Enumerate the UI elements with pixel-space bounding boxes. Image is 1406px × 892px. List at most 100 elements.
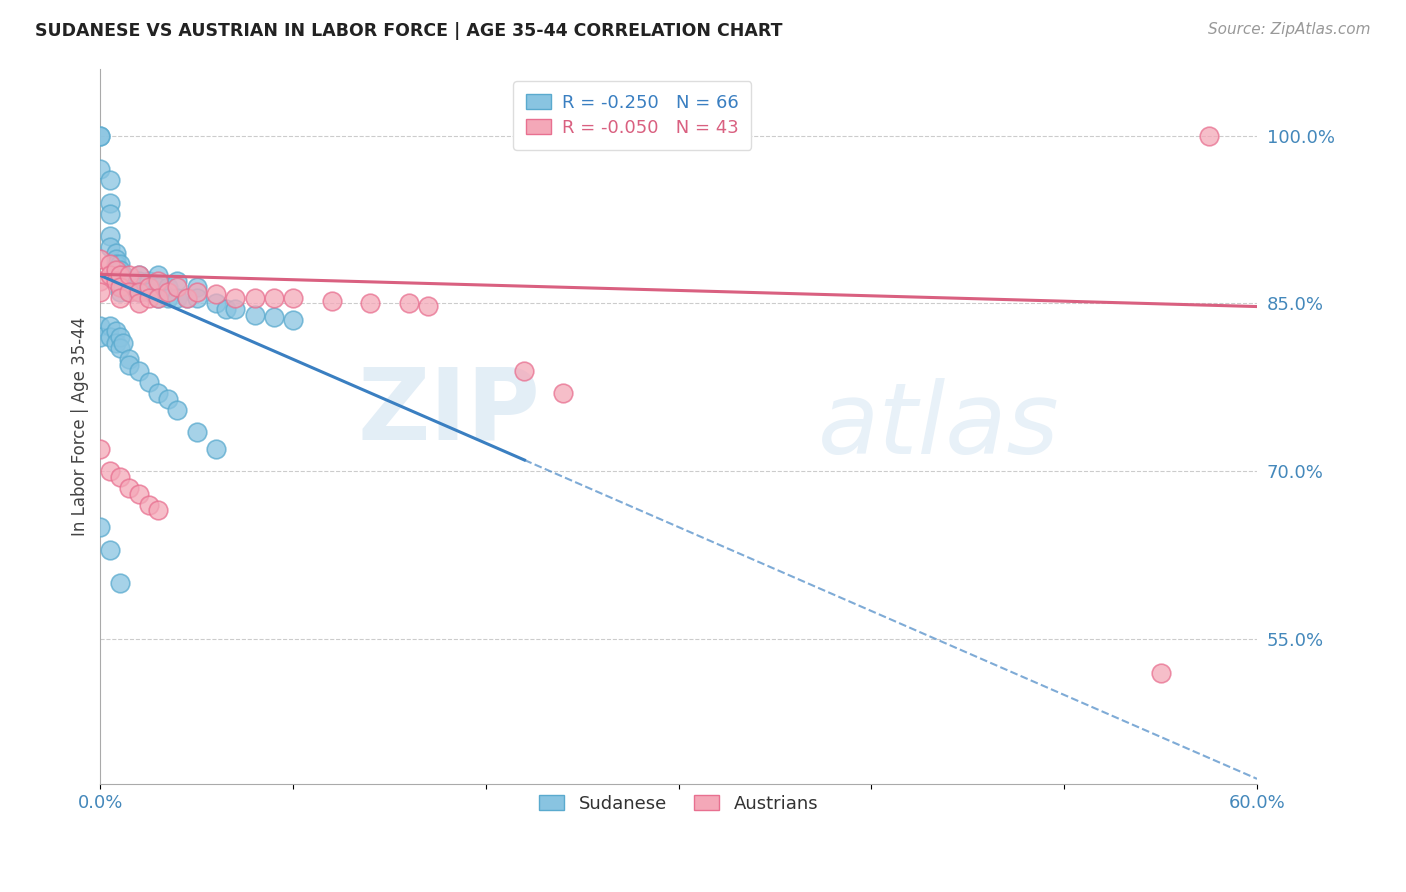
- Text: ZIP: ZIP: [357, 364, 540, 460]
- Y-axis label: In Labor Force | Age 35-44: In Labor Force | Age 35-44: [72, 317, 89, 536]
- Point: [104, 274, 127, 288]
- Legend: Sudanese, Austrians: Sudanese, Austrians: [526, 782, 831, 825]
- Point: [156, 291, 179, 305]
- Point: [108, 257, 131, 271]
- Point: [89, 520, 111, 534]
- Point: [186, 425, 208, 439]
- Point: [166, 274, 188, 288]
- Point: [128, 363, 150, 377]
- Point: [128, 279, 150, 293]
- Point: [205, 442, 228, 456]
- Point: [118, 352, 141, 367]
- Point: [104, 325, 127, 339]
- Point: [138, 274, 160, 288]
- Point: [98, 542, 121, 557]
- Point: [104, 257, 127, 271]
- Point: [118, 285, 141, 300]
- Point: [166, 291, 188, 305]
- Point: [128, 268, 150, 283]
- Text: SUDANESE VS AUSTRIAN IN LABOR FORCE | AGE 35-44 CORRELATION CHART: SUDANESE VS AUSTRIAN IN LABOR FORCE | AG…: [35, 22, 783, 40]
- Point: [98, 318, 121, 333]
- Point: [112, 335, 135, 350]
- Point: [1149, 665, 1171, 680]
- Point: [128, 486, 150, 500]
- Point: [186, 291, 208, 305]
- Point: [1198, 128, 1220, 143]
- Point: [148, 274, 170, 288]
- Point: [148, 385, 170, 400]
- Point: [156, 392, 179, 406]
- Point: [112, 279, 135, 293]
- Point: [98, 268, 121, 283]
- Point: [128, 268, 150, 283]
- Point: [359, 296, 381, 310]
- Point: [118, 268, 141, 283]
- Point: [281, 313, 304, 327]
- Point: [156, 285, 179, 300]
- Point: [128, 285, 150, 300]
- Point: [176, 291, 198, 305]
- Point: [128, 274, 150, 288]
- Point: [118, 285, 141, 300]
- Point: [156, 279, 179, 293]
- Point: [108, 268, 131, 283]
- Point: [89, 252, 111, 266]
- Point: [98, 330, 121, 344]
- Point: [398, 296, 420, 310]
- Point: [112, 268, 135, 283]
- Point: [89, 128, 111, 143]
- Point: [263, 310, 285, 324]
- Point: [89, 318, 111, 333]
- Point: [118, 358, 141, 372]
- Point: [98, 195, 121, 210]
- Point: [118, 481, 141, 495]
- Point: [224, 301, 246, 316]
- Point: [138, 291, 160, 305]
- Point: [89, 162, 111, 177]
- Point: [148, 279, 170, 293]
- Point: [243, 291, 266, 305]
- Point: [176, 291, 198, 305]
- Point: [89, 442, 111, 456]
- Point: [148, 268, 170, 283]
- Point: [281, 291, 304, 305]
- Point: [243, 308, 266, 322]
- Point: [166, 402, 188, 417]
- Point: [138, 285, 160, 300]
- Point: [108, 279, 131, 293]
- Point: [148, 291, 170, 305]
- Point: [104, 263, 127, 277]
- Point: [98, 257, 121, 271]
- Point: [138, 279, 160, 293]
- Point: [551, 385, 574, 400]
- Point: [108, 274, 131, 288]
- Point: [118, 274, 141, 288]
- Point: [128, 285, 150, 300]
- Point: [89, 128, 111, 143]
- Text: Source: ZipAtlas.com: Source: ZipAtlas.com: [1208, 22, 1371, 37]
- Point: [148, 503, 170, 517]
- Point: [166, 279, 188, 293]
- Point: [108, 341, 131, 355]
- Point: [263, 291, 285, 305]
- Point: [205, 296, 228, 310]
- Point: [138, 498, 160, 512]
- Point: [98, 173, 121, 187]
- Point: [108, 268, 131, 283]
- Point: [108, 291, 131, 305]
- Point: [104, 263, 127, 277]
- Point: [416, 299, 439, 313]
- Point: [104, 252, 127, 266]
- Point: [98, 240, 121, 254]
- Point: [214, 301, 236, 316]
- Point: [98, 464, 121, 478]
- Point: [138, 375, 160, 389]
- Point: [98, 229, 121, 244]
- Point: [224, 291, 246, 305]
- Point: [186, 285, 208, 300]
- Point: [104, 335, 127, 350]
- Point: [108, 330, 131, 344]
- Point: [89, 285, 111, 300]
- Text: atlas: atlas: [817, 378, 1059, 475]
- Point: [118, 279, 141, 293]
